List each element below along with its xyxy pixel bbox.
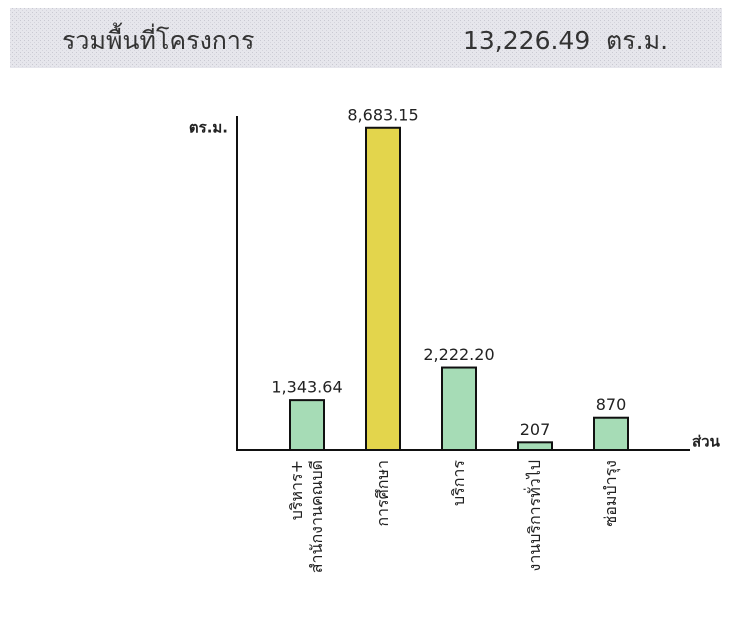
x-tick-label: งานบริการทั่วไป xyxy=(523,460,544,571)
chart: รวมพื้นที่โครงการ 13,226.49 ตร.ม. ตร.ม. … xyxy=(0,0,734,626)
header-unit: ตร.ม. xyxy=(606,26,668,55)
bar xyxy=(366,128,400,450)
header-title: รวมพื้นที่โครงการ xyxy=(62,22,254,55)
y-axis-label: ตร.ม. xyxy=(189,119,228,137)
value-label: 2,222.20 xyxy=(423,345,494,364)
x-tick-label: บริหาร+สำนักงานคณบดี xyxy=(287,460,326,573)
bar xyxy=(290,400,324,450)
bar xyxy=(518,442,552,450)
value-label: 8,683.15 xyxy=(347,105,418,124)
bar xyxy=(594,418,628,450)
bar xyxy=(442,368,476,450)
x-tick-label: ซ่อมบำรุง xyxy=(601,460,621,527)
x-tick-label: บริการ xyxy=(449,460,468,506)
value-label: 870 xyxy=(596,395,627,414)
x-tick-label: การศึกษา xyxy=(373,460,392,527)
value-label: 207 xyxy=(520,420,551,439)
value-label: 1,343.64 xyxy=(271,378,342,397)
header-total: 13,226.49 xyxy=(463,26,590,55)
x-axis-label: ส่วน xyxy=(692,433,721,451)
